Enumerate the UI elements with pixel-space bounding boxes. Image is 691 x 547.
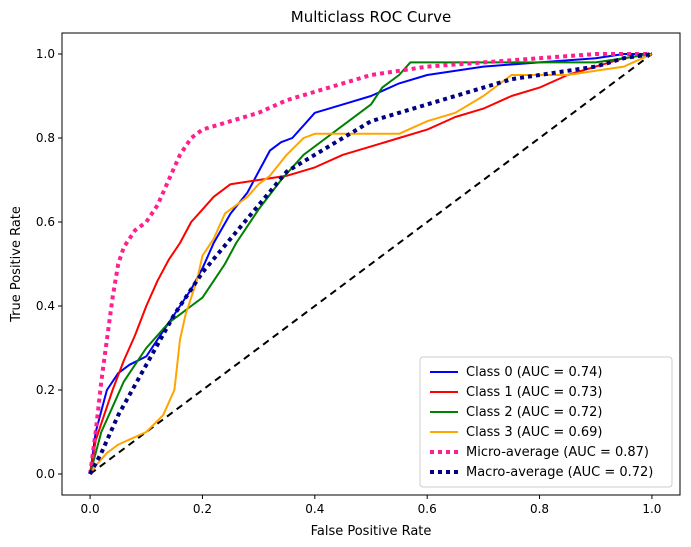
legend-entry-label: Macro-average (AUC = 0.72)	[466, 465, 653, 480]
legend-box	[419, 356, 673, 488]
legend-entry-label: Class 0 (AUC = 0.74)	[466, 365, 602, 380]
y-tick-label: 0.8	[36, 131, 55, 145]
legend-entry-label: Micro-average (AUC = 0.87)	[466, 445, 649, 460]
x-tick-label: 0.0	[81, 502, 100, 516]
roc-line-series-4	[88, 52, 652, 475]
x-axis-label: False Positive Rate	[311, 524, 432, 539]
y-tick-label: 0.6	[36, 215, 55, 229]
y-tick-label: 0.2	[36, 383, 55, 397]
roc-line-series-1	[89, 53, 653, 475]
y-tick-label: 0.0	[36, 467, 55, 481]
roc-line-series-5	[88, 52, 653, 475]
roc-line-series-3	[89, 53, 653, 475]
y-axis-label: True Positive Rate	[9, 206, 24, 323]
roc-line-series-0	[89, 53, 652, 475]
roc-line-series-2	[89, 53, 653, 475]
chance-diagonal-line	[89, 53, 653, 475]
legend-entry-label: Class 1 (AUC = 0.73)	[466, 385, 602, 400]
legend: Class 0 (AUC = 0.74) Class 1 (AUC = 0.73)…	[419, 356, 673, 488]
legend-entry-label: Class 2 (AUC = 0.72)	[466, 405, 602, 420]
x-tick-label: 0.4	[305, 502, 324, 516]
x-tick-label: 1.0	[642, 502, 661, 516]
chart-title: Multiclass ROC Curve	[291, 8, 451, 26]
x-tick-label: 0.6	[418, 502, 437, 516]
plot-layer	[88, 52, 653, 475]
tick-layer: 0.0 0.2 0.4 0.6 0.8 1.0 0.0 0.2 0.4 0.6 0.8 1.0	[36, 47, 662, 516]
y-tick-label: 0.4	[36, 299, 55, 313]
y-tick-label: 1.0	[36, 47, 55, 61]
x-tick-label: 0.2	[193, 502, 212, 516]
x-tick-label: 0.8	[530, 502, 549, 516]
legend-entry-label: Class 3 (AUC = 0.69)	[466, 425, 602, 440]
